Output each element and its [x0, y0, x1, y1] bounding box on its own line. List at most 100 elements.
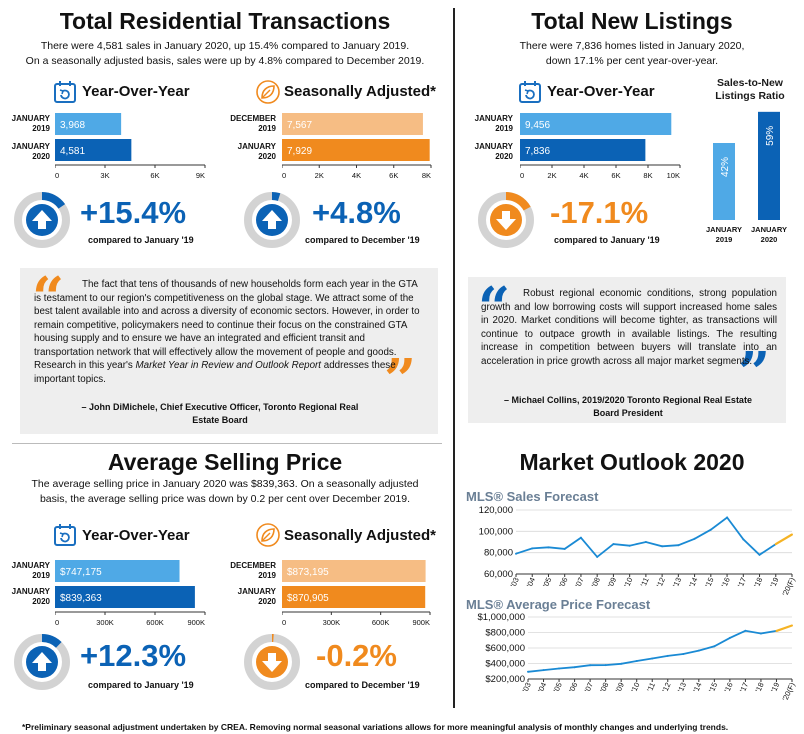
data-point — [791, 533, 793, 536]
bar — [758, 111, 780, 220]
x-tick-label: 0 — [282, 618, 286, 627]
d-listings-yoy-svg — [478, 192, 534, 248]
quote-left-box — [20, 268, 438, 434]
bar — [55, 586, 195, 608]
x-tick-label: '13 — [676, 681, 688, 694]
price-yoy-cmp: compared to January '19 — [88, 680, 194, 690]
data-point — [744, 629, 747, 632]
data-point — [612, 543, 615, 546]
transactions-sa-heading: Seasonally Adjusted* — [284, 83, 436, 100]
x-tick-label: '03 — [509, 576, 521, 589]
y-tick-label: 120,000 — [479, 506, 513, 516]
transactions-yoy-heading: Year-Over-Year — [82, 83, 190, 100]
data-point — [666, 654, 669, 657]
x-tick-label: 2020 — [761, 235, 778, 244]
transactions-desc-1: There were 4,581 sales in January 2020, … — [40, 40, 410, 52]
x-tick-label: '15 — [707, 681, 719, 694]
x-tick-label: 4K — [579, 171, 588, 180]
quote-right-box — [468, 277, 786, 423]
sales-sa-donut — [242, 190, 302, 250]
c-sales-sa-svg: 7,567 7,929 0 2K 4K 6K 8K — [281, 113, 432, 180]
donut-segment — [14, 192, 70, 248]
c-sales-forecast-svg: 60,000 80,000 100,000 120,000 '03 '04 '05 '06 '0… — [479, 505, 797, 597]
data-point — [661, 545, 664, 548]
data-point — [547, 546, 550, 549]
x-tick-label: 4K — [352, 171, 361, 180]
price-yoy-chart: $747,175 $839,363 0 300K 600K 900K — [54, 557, 207, 629]
x-tick-label: 0 — [520, 171, 524, 180]
x-tick-label: '17 — [738, 681, 750, 694]
price-yoy-heading: Year-Over-Year — [82, 527, 190, 544]
price-forecast-title: MLS® Average Price Forecast — [466, 597, 651, 612]
quote-right-text: Robust regional economic conditions, str… — [481, 288, 777, 367]
d-price-sa-svg — [244, 634, 300, 690]
snlr-heading: Sales-to-New Listings Ratio — [690, 77, 804, 103]
bar — [55, 113, 122, 135]
data-point — [728, 636, 731, 639]
snlr-chart: 42% JANUARY 2019 59% JANUARY 2020 — [700, 108, 800, 248]
bar-category-label: DECEMBER 2019 — [230, 561, 276, 580]
sales-sa-chart: 7,567 7,929 0 2K 4K 6K 8K — [281, 110, 433, 185]
x-tick-label: 6K — [150, 171, 159, 180]
c-sales-yoy-svg: 3,968 4,581 0 3K 6K 9K — [54, 113, 206, 180]
price-yoy-pct: +12.3% — [80, 638, 187, 673]
data-point — [682, 653, 685, 656]
listings-yoy-chart: 9,456 7,836 0 2K 4K 6K 8K 10K — [519, 110, 685, 185]
bar-category-label: JANUARY 2020 — [11, 587, 50, 606]
snlr-heading-line1: Sales-to-New — [717, 77, 783, 89]
bar-value-label: $839,363 — [60, 593, 102, 604]
bar-value-label: 7,567 — [287, 120, 312, 131]
x-tick-label: '20(F) — [780, 681, 797, 701]
x-tick-label: '04 — [536, 681, 548, 694]
x-tick-label: '11 — [645, 681, 657, 693]
data-point — [589, 664, 592, 667]
leaf-icon — [256, 523, 280, 547]
price-desc-2: basis, the average selling price was dow… — [39, 493, 411, 505]
data-point — [573, 666, 576, 669]
series-line — [515, 516, 777, 559]
x-tick-label: 2019 — [716, 235, 733, 244]
sales-sa-pct: +4.8% — [312, 195, 401, 230]
data-point — [515, 552, 517, 555]
price-desc-1: The average selling price in January 202… — [31, 478, 419, 490]
d-price-yoy-svg — [14, 634, 70, 690]
arrow-down-icon — [496, 211, 516, 230]
data-point — [620, 662, 623, 665]
x-tick-label: '13 — [671, 576, 683, 589]
bar-value-label: 7,929 — [287, 146, 312, 157]
listings-yoy-pct: -17.1% — [550, 195, 649, 230]
data-point — [697, 649, 700, 652]
sales-yoy-chart: 3,968 4,581 0 3K 6K 9K — [54, 110, 207, 185]
price-sa-donut — [242, 632, 302, 692]
sales-yoy-cmp: compared to January '19 — [88, 235, 194, 245]
calendar-icon — [53, 523, 77, 547]
x-tick-label: '10 — [622, 576, 634, 589]
bar-value-label: $870,905 — [287, 593, 329, 604]
bar — [520, 113, 672, 135]
x-tick-label: 300K — [96, 618, 114, 627]
bar-category-label: JANUARY 2019 — [11, 114, 50, 133]
price-yoy-donut — [12, 632, 72, 692]
x-tick-label: '10 — [629, 681, 641, 694]
y-tick-label: 100,000 — [479, 526, 513, 537]
leaf-icon — [256, 80, 280, 104]
listings-title: Total New Listings — [531, 8, 733, 34]
donut-segment — [14, 634, 70, 690]
price-forecast-chart: $200,000 $400,000 $600,000 $800,000 $1,000,0… — [462, 612, 800, 702]
listings-yoy-cmp: compared to January '19 — [554, 235, 660, 245]
x-tick-label: '05 — [552, 681, 564, 694]
x-tick-label: '20(F) — [780, 576, 797, 596]
bar — [713, 143, 735, 220]
y-tick-label: $400,000 — [485, 659, 525, 670]
bar — [55, 560, 180, 582]
arrow-up-icon — [32, 652, 52, 671]
bar-value-label: $873,195 — [287, 567, 329, 578]
data-point — [693, 537, 696, 540]
horizontal-divider — [12, 443, 442, 444]
vertical-divider — [453, 8, 455, 708]
x-tick-label: '15 — [703, 576, 715, 589]
price-title: Average Selling Price — [107, 449, 343, 475]
bar-category-label: JANUARY 2019 — [474, 114, 513, 133]
x-tick-label: '09 — [614, 681, 626, 694]
